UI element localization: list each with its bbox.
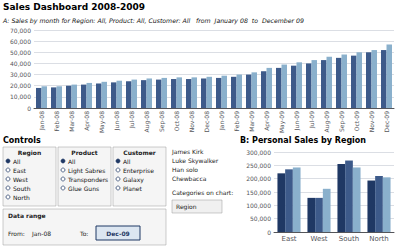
svg-text:East: East [13, 167, 27, 174]
svg-text:West: West [310, 235, 327, 243]
svg-text:All: All [123, 158, 131, 165]
svg-text:May-08: May-08 [98, 111, 106, 133]
svg-text:Chewbacca: Chewbacca [172, 175, 207, 182]
svg-text:Jun-09: Jun-09 [293, 111, 301, 131]
svg-text:300,000: 300,000 [246, 149, 271, 156]
svg-text:Oct-09: Oct-09 [353, 111, 360, 131]
svg-text:To:: To: [79, 230, 88, 237]
svg-text:Apr-09: Apr-09 [263, 111, 271, 131]
svg-text:Mar-09: Mar-09 [248, 111, 255, 132]
svg-text:East: East [281, 235, 296, 243]
svg-text:0: 0 [267, 229, 271, 236]
svg-text:From:: From: [8, 230, 25, 237]
svg-text:Region: Region [176, 203, 197, 211]
svg-text:Controls: Controls [3, 136, 41, 145]
svg-text:Dec-09: Dec-09 [106, 230, 129, 237]
svg-text:North: North [13, 194, 30, 201]
svg-text:B: Personal Sales by Region: B: Personal Sales by Region [240, 136, 366, 145]
svg-text:150,000: 150,000 [246, 189, 271, 196]
svg-text:All: All [13, 158, 21, 165]
svg-text:Sep-08: Sep-08 [158, 111, 166, 132]
svg-text:Glue Guns: Glue Guns [68, 185, 99, 192]
svg-text:100,000: 100,000 [246, 202, 271, 209]
svg-text:South: South [13, 185, 31, 192]
svg-text:200,000: 200,000 [246, 175, 271, 182]
svg-text:Categories on chart:: Categories on chart: [172, 189, 233, 197]
svg-text:Oct-08: Oct-08 [173, 111, 180, 131]
svg-text:Dec-08: Dec-08 [203, 111, 210, 133]
svg-text:Luke Skywalker: Luke Skywalker [172, 157, 219, 165]
svg-text:Feb-08: Feb-08 [53, 111, 60, 132]
svg-text:Mar-08: Mar-08 [68, 111, 75, 132]
svg-text:Light Sabres: Light Sabres [68, 167, 105, 175]
svg-text:Nov-08: Nov-08 [188, 111, 195, 133]
svg-text:A: Sales by month for Region:: A: Sales by month for Region: All, Produ… [2, 17, 304, 25]
svg-text:All: All [68, 158, 76, 165]
svg-text:May-09: May-09 [278, 111, 286, 133]
svg-text:20,000: 20,000 [10, 82, 31, 89]
svg-text:Sales Dashboard 2008-2009: Sales Dashboard 2008-2009 [3, 2, 145, 12]
svg-text:Galaxy: Galaxy [123, 176, 144, 184]
svg-text:North: North [369, 235, 389, 243]
svg-text:South: South [339, 235, 359, 243]
svg-text:70,000: 70,000 [10, 27, 31, 34]
svg-text:Jan-08: Jan-08 [38, 111, 46, 131]
svg-text:Product: Product [71, 149, 98, 156]
svg-text:50,000: 50,000 [250, 215, 271, 222]
svg-text:Aug-08: Aug-08 [143, 111, 151, 133]
svg-text:Apr-08: Apr-08 [83, 111, 91, 131]
svg-text:James Kirk: James Kirk [171, 148, 204, 156]
svg-text:60,000: 60,000 [10, 38, 31, 45]
svg-text:Jul-09: Jul-09 [308, 111, 316, 129]
svg-text:250,000: 250,000 [246, 162, 271, 169]
svg-text:40,000: 40,000 [10, 60, 31, 67]
svg-text:Data range: Data range [8, 212, 46, 220]
svg-text:10,000: 10,000 [10, 93, 31, 100]
svg-text:Jan-09: Jan-09 [218, 111, 226, 131]
svg-text:Customer: Customer [123, 149, 156, 156]
svg-text:Transponders: Transponders [67, 176, 108, 184]
svg-text:Region: Region [18, 149, 41, 157]
svg-text:Jan-08: Jan-08 [31, 230, 51, 238]
svg-text:30,000: 30,000 [10, 71, 31, 78]
svg-text:0: 0 [27, 105, 31, 112]
svg-text:Nov-09: Nov-09 [368, 111, 375, 133]
svg-text:Enterprise: Enterprise [123, 167, 154, 175]
svg-text:Aug-09: Aug-09 [323, 111, 331, 133]
svg-text:Feb-09: Feb-09 [233, 111, 240, 132]
svg-text:West: West [13, 176, 28, 183]
svg-text:Jul-08: Jul-08 [128, 111, 136, 129]
svg-text:Jun-08: Jun-08 [113, 111, 121, 131]
svg-text:Planet: Planet [123, 185, 142, 192]
svg-text:Dec-09: Dec-09 [383, 111, 390, 133]
svg-text:Sep-09: Sep-09 [338, 111, 346, 132]
svg-text:Han solo: Han solo [172, 166, 198, 173]
svg-text:50,000: 50,000 [10, 49, 31, 56]
